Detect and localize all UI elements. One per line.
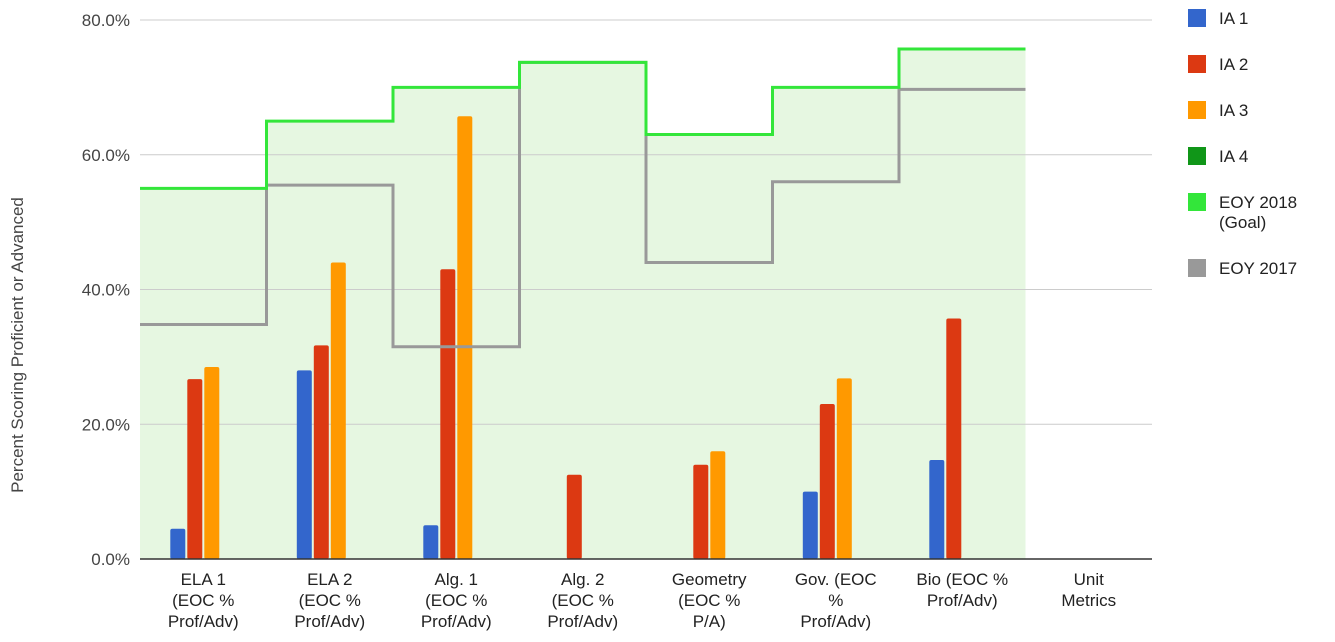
x-category-label: Alg. 2 (EOC % Prof/Adv): [547, 570, 618, 631]
bar-ia-2: [566, 474, 582, 559]
legend-item-ia-2: IA 2: [1188, 55, 1248, 74]
x-category-label: ELA 1 (EOC % Prof/Adv): [168, 570, 239, 631]
x-category-label: Bio (EOC % Prof/Adv): [916, 570, 1008, 610]
y-tick-label: 40.0%: [82, 281, 130, 300]
bar-ia-1: [802, 491, 818, 559]
legend: IA 1 IA 2 IA 3 IA 4 EOY 2018 (Goal) EOY 2017: [1188, 9, 1297, 278]
bar-ia-2: [693, 464, 709, 559]
legend-swatch: [1188, 147, 1206, 165]
x-category-label: Gov. (EOC% Prof/Adv): [795, 570, 877, 631]
bar-ia-3: [330, 262, 346, 559]
legend-swatch: [1188, 259, 1206, 277]
x-category-label: Geometry (EOC % P/A): [672, 570, 747, 631]
legend-label: IA 4: [1219, 147, 1248, 166]
bar-ia-1: [170, 528, 186, 559]
bar-ia-3: [457, 116, 473, 560]
bar-ia-2: [440, 269, 456, 559]
x-category-label: Unit Metrics: [1061, 570, 1116, 610]
y-tick-label: 80.0%: [82, 11, 130, 30]
bar-ia-1: [929, 460, 945, 559]
x-category-label: ELA 2 (EOC % Prof/Adv): [294, 570, 365, 631]
bar-ia-2: [819, 404, 835, 559]
y-tick-label: 20.0%: [82, 415, 130, 434]
legend-swatch: [1188, 55, 1206, 73]
legend-swatch: [1188, 193, 1206, 211]
legend-swatch: [1188, 101, 1206, 119]
goal-area-layer: [140, 49, 1026, 559]
line-eoy-2018-goal: [140, 47, 1026, 190]
legend-label: IA 2: [1219, 55, 1248, 74]
legend-item-eoy-2017: EOY 2017: [1188, 259, 1297, 278]
legend-swatch: [1188, 9, 1206, 27]
legend-item-ia-4: IA 4: [1188, 147, 1248, 166]
legend-item-ia-1: IA 1: [1188, 9, 1248, 28]
bars: [170, 116, 962, 560]
bar-ia-3: [204, 367, 220, 559]
x-category-label: Alg. 1 (EOC % Prof/Adv): [421, 570, 492, 631]
bar-ia-2: [946, 318, 962, 559]
legend-label: IA 3: [1219, 101, 1248, 120]
y-tick-label: 0.0%: [91, 550, 130, 569]
step-lines: [140, 47, 1026, 349]
bar-ia-1: [296, 370, 312, 559]
bar-ia-2: [313, 345, 329, 559]
legend-item-eoy-2018-goal: EOY 2018 (Goal): [1188, 193, 1297, 232]
bar-ia-2: [187, 379, 203, 559]
legend-label: EOY 2018 (Goal): [1219, 193, 1297, 232]
axes: 0.0% 20.0% 40.0% 60.0% 80.0% ELA 1 (EOC % Prof/…: [82, 11, 1152, 631]
legend-item-ia-3: IA 3: [1188, 101, 1248, 120]
y-axis-label: Percent Scoring Proficient or Advanced: [8, 197, 27, 493]
goal-area: [140, 49, 1026, 559]
y-tick-label: 60.0%: [82, 146, 130, 165]
legend-label: EOY 2017: [1219, 259, 1297, 278]
bar-ia-1: [423, 525, 439, 559]
bar-ia-3: [836, 378, 852, 559]
bar-ia-3: [710, 451, 726, 559]
legend-label: IA 1: [1219, 9, 1248, 28]
